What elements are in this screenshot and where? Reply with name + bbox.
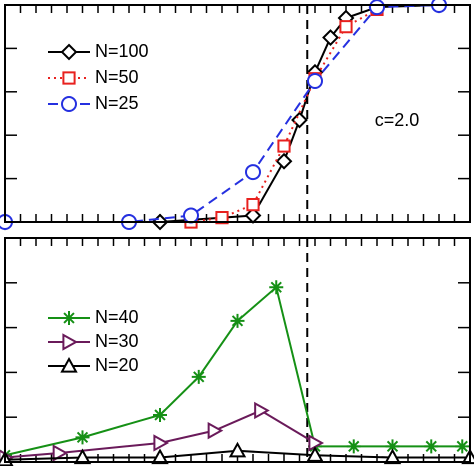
marker: [153, 434, 170, 452]
annotation: c=2.0: [375, 110, 420, 130]
legend-marker: [62, 71, 76, 85]
marker: [52, 444, 69, 462]
plot-frame: [4, 4, 471, 223]
marker: [306, 72, 324, 89]
marker: [228, 441, 247, 458]
legend-label: N=50: [95, 67, 139, 87]
panel: N=40 N=30 N=20: [0, 237, 474, 466]
legend-label: N=20: [95, 355, 139, 375]
legend-label: N=25: [95, 93, 139, 113]
marker: [455, 439, 470, 454]
marker: [191, 369, 206, 384]
marker: [385, 439, 400, 454]
legend-marker: [62, 333, 79, 351]
marker: [424, 439, 439, 454]
marker: [230, 313, 245, 328]
marker: [151, 448, 169, 465]
marker: [368, 0, 386, 16]
panel: N=100 N=50 N=25 c=2.0: [0, 0, 471, 231]
marker: [75, 430, 90, 445]
legend-label: N=40: [95, 307, 139, 327]
marker: [346, 439, 361, 454]
marker: [182, 207, 200, 224]
marker: [215, 211, 229, 225]
legend-label: N=100: [95, 41, 149, 61]
plot-frame: [4, 237, 471, 463]
marker: [244, 164, 262, 181]
marker: [322, 29, 339, 46]
marker: [291, 111, 308, 129]
marker: [277, 139, 291, 153]
marker: [153, 407, 167, 422]
marker: [246, 198, 260, 212]
legend-marker: [60, 43, 78, 61]
marker: [275, 152, 293, 170]
legend-label: N=30: [95, 331, 139, 351]
legend-marker: [60, 96, 78, 112]
marker: [383, 448, 402, 465]
marker: [306, 446, 324, 462]
marker: [269, 280, 284, 295]
legend-marker: [60, 356, 78, 373]
marker: [73, 448, 92, 465]
series-line: [4, 409, 316, 459]
legend-marker: [62, 311, 76, 325]
marker: [207, 421, 224, 440]
marker: [254, 401, 270, 420]
marker: [339, 20, 353, 34]
marker: [308, 434, 325, 452]
